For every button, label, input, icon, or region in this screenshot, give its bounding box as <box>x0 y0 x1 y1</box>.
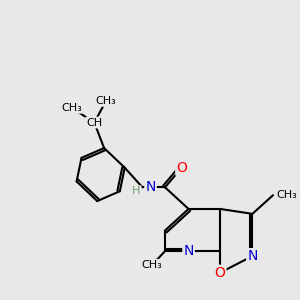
Text: CH₃: CH₃ <box>96 96 116 106</box>
Text: N: N <box>247 249 258 263</box>
Text: CH₃: CH₃ <box>276 190 297 200</box>
Text: CH₃: CH₃ <box>142 260 163 270</box>
Text: CH₃: CH₃ <box>61 103 82 113</box>
Text: O: O <box>214 266 225 280</box>
Text: O: O <box>176 161 187 175</box>
Text: N: N <box>183 244 194 258</box>
Text: CH: CH <box>86 118 102 128</box>
Text: N: N <box>146 180 156 194</box>
Text: H: H <box>132 186 141 196</box>
